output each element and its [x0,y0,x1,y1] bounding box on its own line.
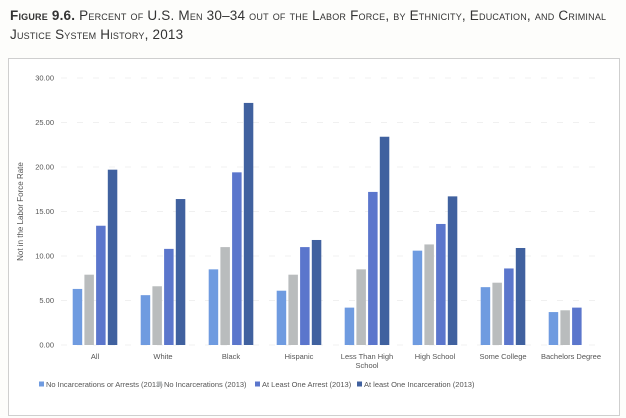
bar [560,310,570,345]
bar [220,247,230,345]
x-tick-label: High School [415,352,456,361]
y-tick-label: 5.00 [39,296,54,305]
x-tick-label: Some College [479,352,526,361]
bars [72,102,582,345]
legend: No Incarcerations or Arrests (2013) No In… [39,380,475,389]
bar [480,287,491,345]
bar [208,269,219,345]
bar [84,274,94,345]
figure-title-text: Percent of U.S. Men 30–34 out of the Lab… [10,8,607,42]
bar [276,290,287,345]
bar [515,247,526,345]
x-axis-labels: All White Black Hispanic Less Than HighSchoo… [91,352,601,370]
figure-number: Figure 9.6. [10,8,76,23]
bar [232,172,242,345]
bar [447,196,458,345]
y-tick-label: 15.00 [35,207,54,216]
x-tick-label: Black [222,352,241,361]
legend-swatch [357,381,362,387]
bar [344,307,355,345]
bar-chart: 0.00 5.00 10.00 15.00 20.00 25.00 30.00 Not in… [16,74,605,389]
x-tick-label: White [153,352,172,361]
x-tick-label: Hispanic [285,352,314,361]
x-tick-label: Less Than High [341,352,393,361]
y-tick-label: 0.00 [39,341,54,350]
bar [243,102,254,345]
legend-swatch [157,381,162,387]
legend-swatch [39,381,44,387]
y-axis-title: Not in the Labor Force Rate [16,162,25,261]
legend-label: No Incarcerations or Arrests (2013) [46,380,163,389]
y-tick-label: 10.00 [35,252,54,261]
bar [424,244,434,345]
bar [96,225,106,345]
y-tick-label: 30.00 [35,74,54,83]
y-axis-ticks: 0.00 5.00 10.00 15.00 20.00 25.00 30.00 [35,74,54,350]
bar [311,239,322,345]
chart-frame: 0.00 5.00 10.00 15.00 20.00 25.00 30.00 Not in… [8,58,620,416]
bar [175,199,186,345]
legend-label: No Incarcerations (2013) [164,380,247,389]
bar [72,288,83,345]
bar [492,282,502,345]
x-tick-label: Bachelors Degree [541,352,601,361]
bar [107,169,118,345]
bar [412,250,423,345]
bar [436,223,446,345]
bar [140,295,151,345]
bar [164,248,174,345]
bar [152,286,162,345]
legend-label: At least One Incarceration (2013) [364,380,475,389]
gridlines [61,77,605,346]
bar [572,307,582,345]
bar [288,274,298,345]
bar [379,136,390,345]
y-tick-label: 20.00 [35,163,54,172]
bar [504,268,514,345]
x-tick-label: School [356,361,379,370]
bar [300,247,310,345]
figure-title: Figure 9.6. Percent of U.S. Men 30–34 ou… [10,6,616,44]
legend-label: At Least One Arrest (2013) [262,380,352,389]
bar [356,269,366,345]
x-tick-label: All [91,352,100,361]
y-tick-label: 25.00 [35,118,54,127]
bar [548,312,559,345]
bar [368,191,378,345]
legend-swatch [255,381,260,387]
